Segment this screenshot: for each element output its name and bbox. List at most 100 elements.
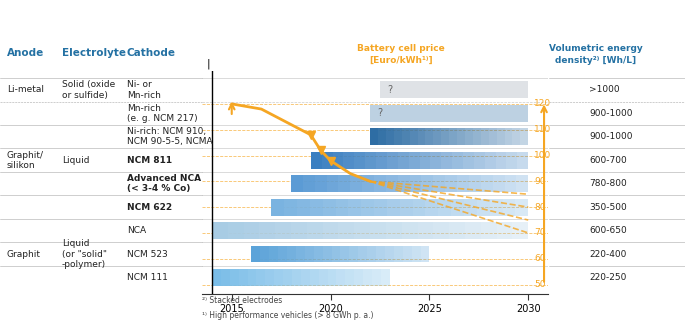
Bar	[425, 128, 434, 145]
Text: 60: 60	[534, 254, 546, 263]
Bar	[387, 199, 400, 215]
Bar	[212, 269, 221, 286]
Bar	[481, 222, 497, 239]
Bar	[398, 175, 410, 192]
Text: 780-800: 780-800	[589, 179, 627, 188]
Bar	[284, 199, 297, 215]
Bar	[517, 152, 528, 169]
Bar	[401, 128, 410, 145]
Bar	[221, 269, 229, 286]
Bar	[497, 128, 505, 145]
Bar	[354, 152, 365, 169]
Bar	[314, 245, 323, 263]
Bar	[338, 222, 354, 239]
Bar	[434, 175, 445, 192]
Text: Advanced NCA
(< 3-4 % Co): Advanced NCA (< 3-4 % Co)	[127, 174, 201, 193]
Bar	[505, 175, 516, 192]
Bar	[438, 199, 451, 215]
Bar	[327, 175, 338, 192]
Bar	[386, 175, 398, 192]
Bar	[425, 199, 438, 215]
Text: NCA: NCA	[127, 226, 146, 235]
Text: Li-metal: Li-metal	[7, 85, 44, 94]
Bar	[503, 199, 515, 215]
Bar	[515, 199, 528, 215]
Bar	[441, 152, 452, 169]
Text: Electrolyte: Electrolyte	[62, 48, 125, 58]
Bar	[385, 245, 394, 263]
Bar	[310, 199, 323, 215]
Bar	[228, 222, 244, 239]
Bar	[380, 81, 528, 98]
Bar	[386, 128, 394, 145]
Text: ?: ?	[387, 85, 393, 95]
Bar	[322, 152, 332, 169]
Bar	[275, 222, 291, 239]
Bar	[350, 175, 362, 192]
Bar	[372, 269, 381, 286]
Bar	[327, 269, 336, 286]
Bar	[349, 199, 361, 215]
Bar	[283, 269, 292, 286]
Bar	[374, 175, 386, 192]
Bar	[256, 269, 265, 286]
Text: 600-700: 600-700	[589, 156, 627, 165]
Bar	[496, 152, 506, 169]
Bar	[287, 245, 296, 263]
Bar	[512, 222, 528, 239]
Bar	[292, 269, 301, 286]
Bar	[361, 199, 374, 215]
Bar	[274, 269, 283, 286]
Bar	[473, 128, 481, 145]
Text: 80: 80	[534, 203, 546, 212]
Bar	[430, 152, 441, 169]
Bar	[311, 152, 322, 169]
Bar	[278, 245, 287, 263]
Bar	[493, 175, 505, 192]
Bar	[488, 128, 497, 145]
Bar	[297, 199, 310, 215]
Text: Graphit/
silikon: Graphit/ silikon	[7, 151, 44, 170]
Bar	[394, 245, 403, 263]
Bar	[421, 175, 434, 192]
Bar	[521, 128, 528, 145]
Bar	[418, 222, 434, 239]
Bar	[370, 105, 528, 122]
Bar	[418, 128, 425, 145]
Bar	[412, 245, 421, 263]
Text: 900-1000: 900-1000	[589, 132, 633, 141]
Bar	[434, 128, 441, 145]
Bar	[244, 222, 260, 239]
Bar	[291, 222, 307, 239]
Text: Graphit: Graphit	[7, 250, 41, 258]
Bar	[332, 152, 343, 169]
Bar	[340, 245, 349, 263]
Bar	[265, 269, 274, 286]
Bar	[449, 128, 457, 145]
Bar	[386, 222, 401, 239]
Bar	[378, 128, 386, 145]
Bar	[310, 269, 319, 286]
Bar	[354, 269, 363, 286]
Text: NCM 622: NCM 622	[127, 203, 172, 212]
Bar	[354, 222, 370, 239]
Bar	[319, 269, 327, 286]
Text: Anode: Anode	[7, 48, 44, 58]
Bar	[336, 269, 345, 286]
Bar	[457, 175, 469, 192]
Bar	[477, 199, 490, 215]
Bar	[229, 269, 238, 286]
Bar	[465, 222, 481, 239]
Text: Liquid
(or "solid"
-polymer): Liquid (or "solid" -polymer)	[62, 239, 107, 269]
Text: 50: 50	[534, 280, 546, 289]
Bar	[441, 128, 449, 145]
Bar	[349, 245, 358, 263]
Bar	[398, 152, 409, 169]
Bar	[362, 175, 374, 192]
Bar	[469, 175, 481, 192]
Bar	[336, 199, 349, 215]
Bar	[238, 269, 247, 286]
Bar	[323, 199, 336, 215]
Bar	[465, 128, 473, 145]
Text: Volumetric energy
density²⁾ [Wh/L]: Volumetric energy density²⁾ [Wh/L]	[549, 45, 643, 65]
